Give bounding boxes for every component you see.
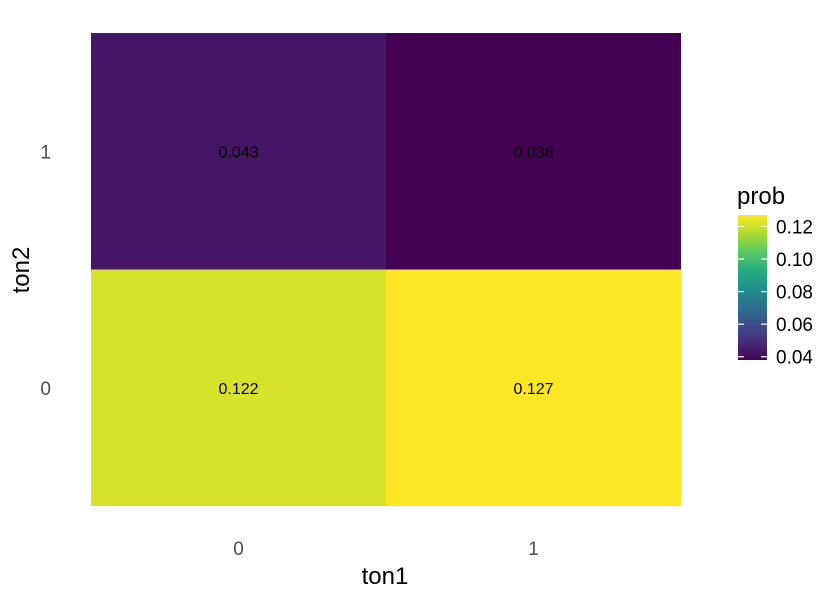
x-tick-label: 0 bbox=[233, 539, 244, 560]
cell-value-label: 0.127 bbox=[513, 381, 553, 398]
heatmap-cell-labels: 0.043 0.038 0.122 0.127 bbox=[218, 144, 553, 398]
heatmap-cells bbox=[91, 33, 681, 506]
cell-value-label: 0.038 bbox=[513, 144, 553, 161]
legend-tick-label: 0.04 bbox=[776, 348, 813, 369]
legend-ticks: 0.04 0.06 0.08 0.10 0.12 bbox=[738, 217, 813, 369]
color-legend: prob 0.04 0.06 0.08 0.10 0.12 bbox=[737, 183, 813, 369]
heatmap-cell-1-0 bbox=[386, 269, 681, 506]
legend-tick-label: 0.12 bbox=[776, 217, 813, 238]
x-axis-title: ton1 bbox=[362, 563, 409, 590]
cell-value-label: 0.122 bbox=[218, 381, 258, 398]
legend-tick-label: 0.10 bbox=[776, 250, 813, 271]
heatmap-cell-0-1 bbox=[91, 33, 386, 270]
y-axis-title: ton2 bbox=[8, 247, 35, 294]
cell-value-label: 0.043 bbox=[218, 144, 258, 161]
legend-title: prob bbox=[737, 183, 785, 210]
y-axis-ticks: 01 bbox=[40, 142, 51, 400]
heatmap-cell-0-0 bbox=[91, 269, 386, 506]
heatmap-cell-1-1 bbox=[386, 33, 681, 270]
x-tick-label: 1 bbox=[528, 539, 539, 560]
legend-tick-label: 0.08 bbox=[776, 283, 813, 304]
y-tick-label: 0 bbox=[40, 379, 51, 400]
y-tick-label: 1 bbox=[40, 142, 51, 163]
legend-tick-label: 0.06 bbox=[776, 315, 813, 336]
legend-colorbar bbox=[738, 215, 767, 360]
